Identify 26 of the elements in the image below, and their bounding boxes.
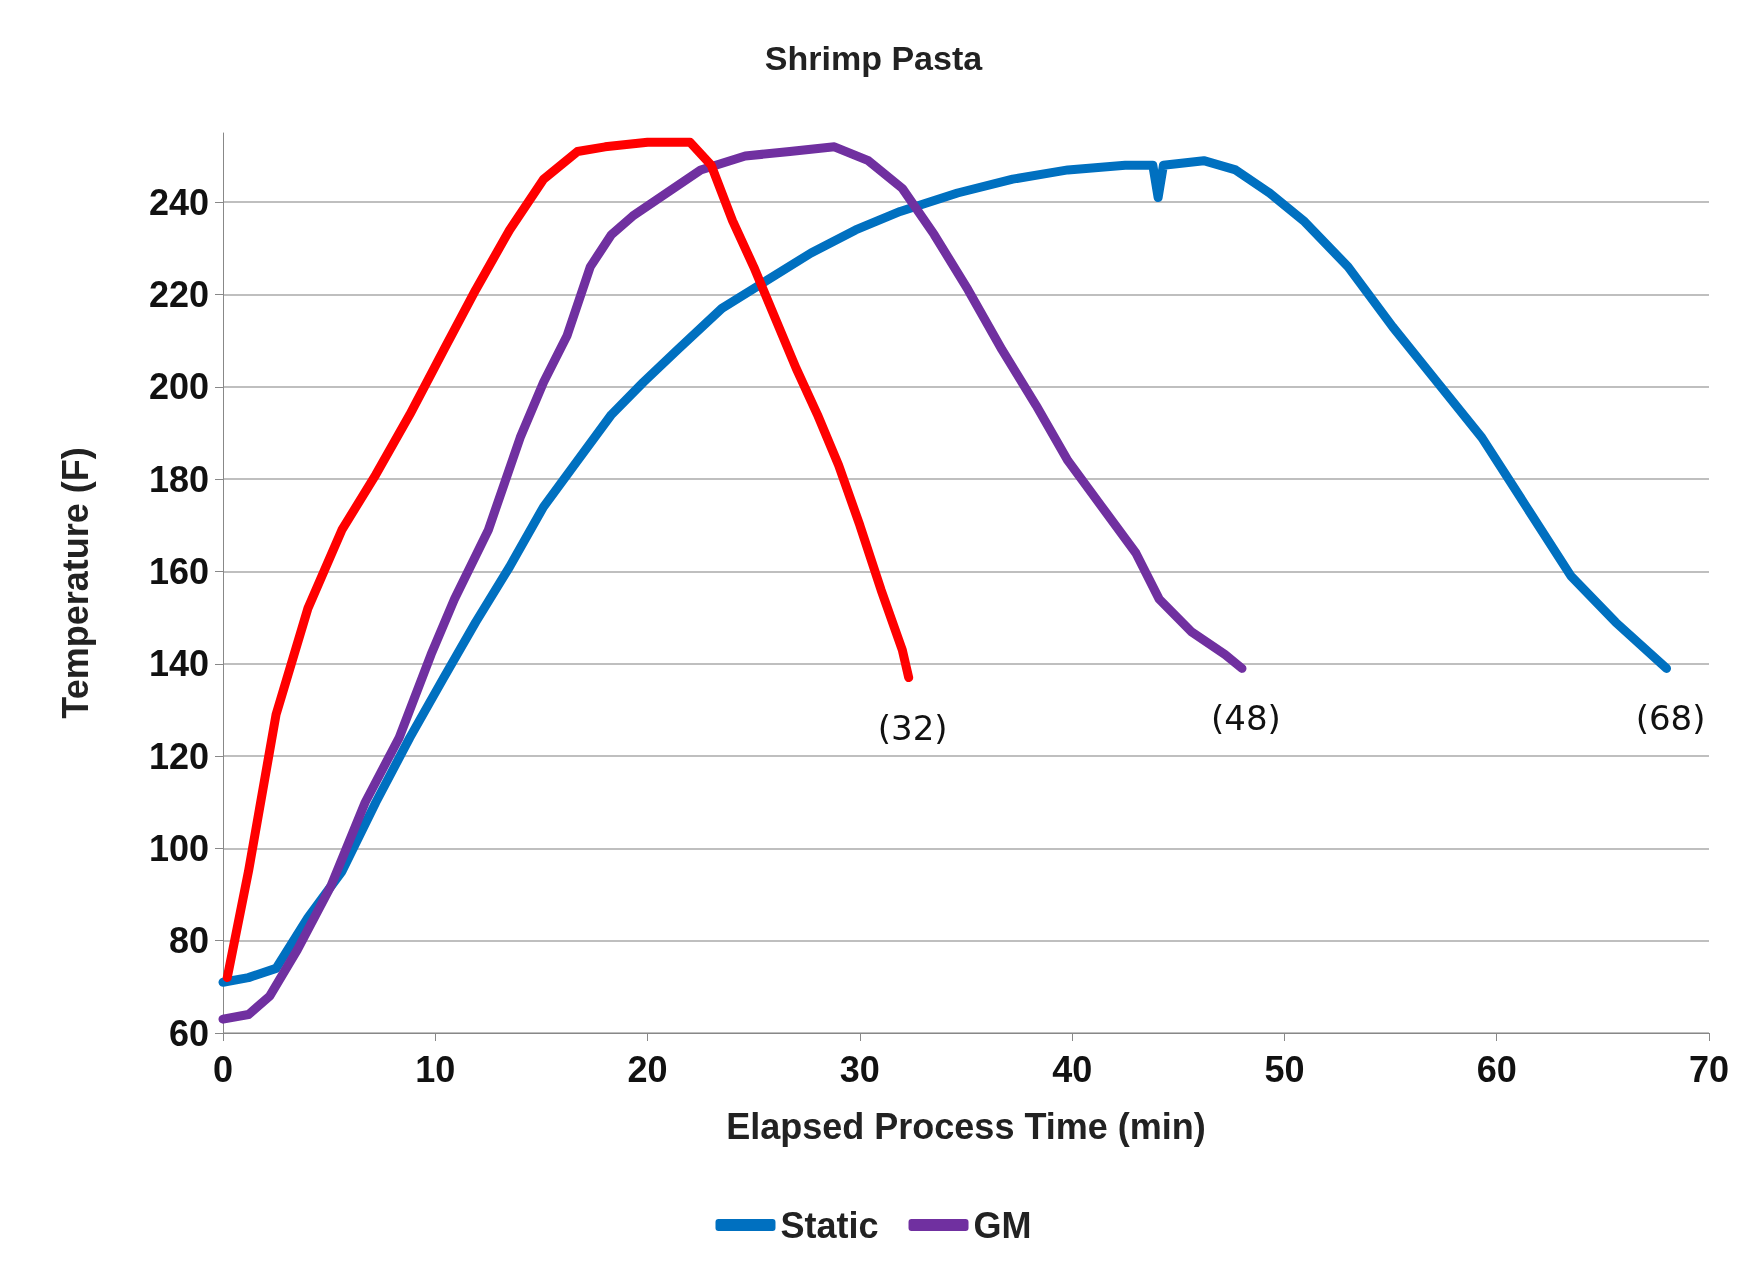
- y-tick-label: 120: [148, 735, 209, 777]
- x-axis-title: Elapsed Process Time (min): [726, 1105, 1206, 1147]
- legend-label: GM: [973, 1204, 1032, 1246]
- x-tick-label: 10: [415, 1048, 456, 1090]
- y-tick-label: 160: [148, 550, 209, 592]
- x-tick-label: 0: [212, 1048, 234, 1090]
- x-tick-label: 20: [627, 1048, 668, 1090]
- y-tick-label: 140: [148, 643, 209, 685]
- y-tick-label: 200: [148, 366, 209, 408]
- annotation: (48): [1211, 698, 1281, 739]
- y-axis-title: Temperature (F): [54, 447, 96, 719]
- legend-label: Static: [780, 1204, 879, 1246]
- y-tick-label: 220: [148, 274, 209, 316]
- y-tick-label: 180: [148, 458, 209, 500]
- x-tick-label: 60: [1476, 1048, 1517, 1090]
- annotation: (32): [877, 707, 948, 748]
- x-tick-label: 70: [1688, 1048, 1730, 1090]
- annotation: (68): [1635, 698, 1706, 739]
- x-tick-label: 30: [839, 1048, 880, 1090]
- y-tick-label: 100: [148, 827, 209, 869]
- y-tick-label: 60: [168, 1012, 209, 1054]
- y-tick-label: 80: [168, 920, 209, 962]
- chart-title: Shrimp Pasta: [764, 39, 984, 77]
- x-tick-label: 40: [1052, 1048, 1093, 1090]
- x-tick-label: 50: [1264, 1048, 1305, 1090]
- y-tick-label: 240: [148, 181, 209, 223]
